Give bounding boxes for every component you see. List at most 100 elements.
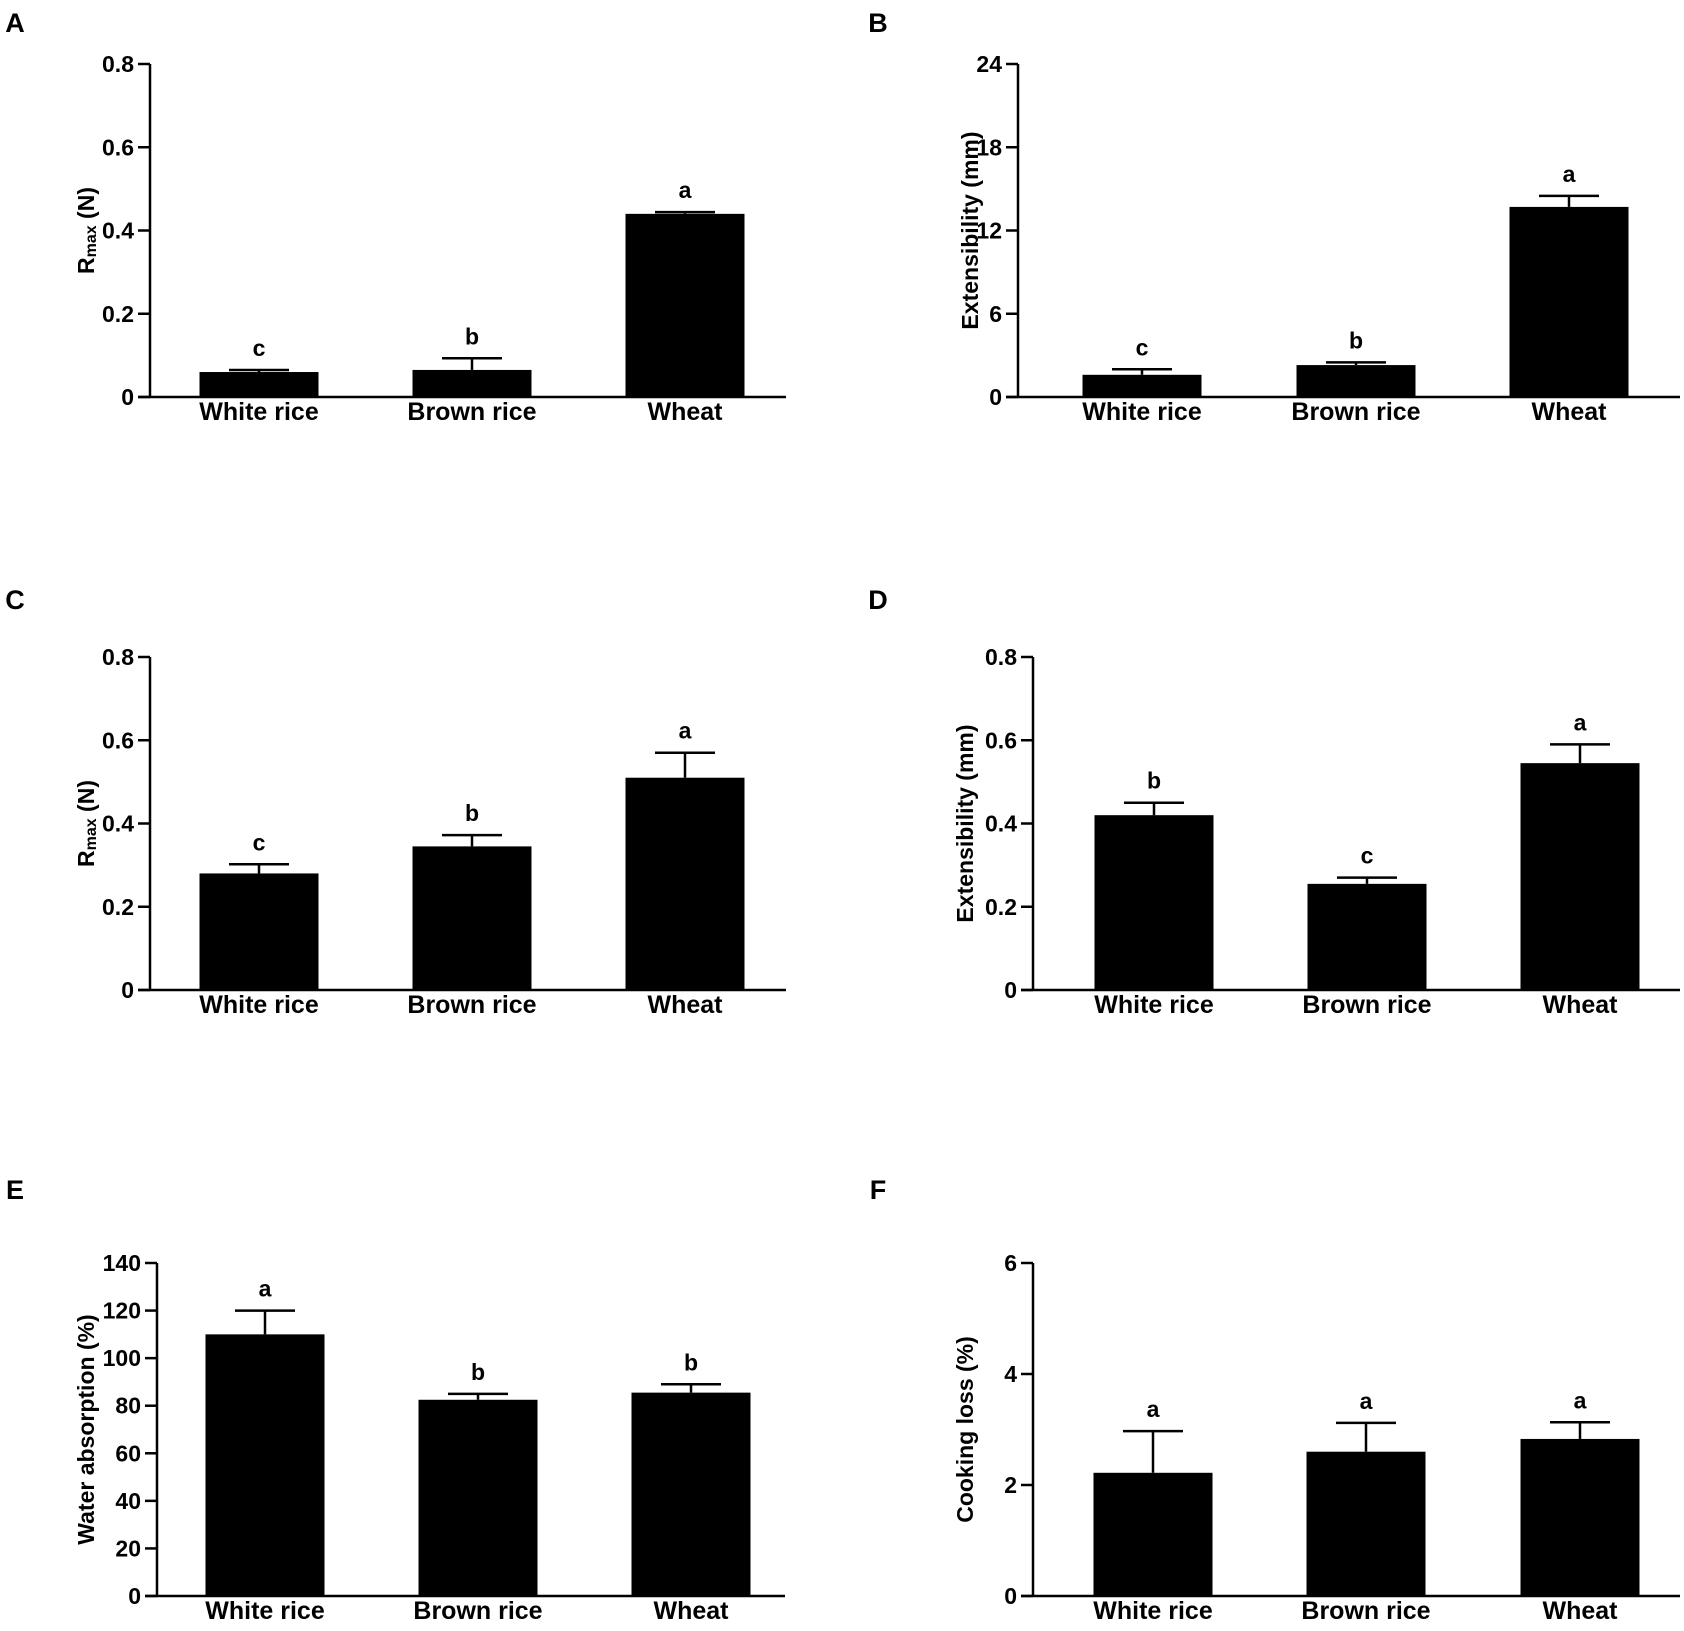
y-tick-label: 40 — [115, 1488, 141, 1514]
category-label: Wheat — [654, 1597, 730, 1625]
y-tick-label: 6 — [1004, 1250, 1017, 1276]
category-label: White rice — [199, 991, 319, 1019]
bar-wheat — [1520, 763, 1640, 990]
category-label: Brown rice — [1291, 398, 1420, 426]
significance-letter: a — [1563, 161, 1576, 187]
significance-letter: a — [1574, 1387, 1587, 1413]
bar-brown-rice — [412, 846, 532, 990]
y-axis-label: Rmax (N) — [73, 187, 100, 274]
significance-letter: c — [253, 829, 266, 855]
y-tick-label: 0.6 — [985, 727, 1017, 753]
category-label: Wheat — [1532, 398, 1608, 426]
panel-letter: E — [6, 1175, 24, 1205]
y-tick-label: 6 — [989, 301, 1002, 327]
category-label: Brown rice — [1301, 1597, 1430, 1625]
y-tick-label: 0 — [1004, 1583, 1017, 1609]
bar-wheat — [625, 777, 745, 990]
y-tick-label: 120 — [103, 1298, 141, 1324]
category-label: Wheat — [1543, 991, 1619, 1019]
significance-letter: a — [679, 718, 692, 744]
panel-f: F 0 2 4 6 Cooking loss (%) a White rice a Brown r… — [870, 1175, 1680, 1625]
y-tick-label: 0 — [1004, 977, 1017, 1003]
panel-letter: F — [870, 1175, 887, 1205]
bar-white-rice — [1094, 815, 1214, 990]
panel-d: D 0 0.2 0.4 0.6 0.8 Extensibility (mm) b White r… — [868, 585, 1680, 1019]
panel-letter: B — [868, 8, 888, 38]
y-tick-label: 0 — [128, 1583, 141, 1609]
significance-letter: c — [253, 335, 266, 361]
y-tick-label: 0.8 — [102, 644, 134, 670]
y-tick-label: 80 — [115, 1393, 141, 1419]
panel-letter: C — [5, 585, 25, 615]
y-tick-label: 20 — [115, 1535, 141, 1561]
panel-b: B 0 6 12 18 24 Extensibility (mm) c White rice b B… — [868, 8, 1680, 426]
y-tick-label: 0.4 — [102, 218, 134, 244]
category-label: Wheat — [648, 991, 724, 1019]
bar-wheat — [625, 213, 745, 397]
significance-letter: a — [679, 177, 692, 203]
y-tick-label: 0 — [121, 384, 134, 410]
y-tick-label: 18 — [976, 134, 1002, 160]
category-label: White rice — [1082, 398, 1202, 426]
panel-e: E 0 20 40 60 80 100 120 140 Water absorption (%) a… — [6, 1175, 785, 1625]
panel-letter: D — [868, 585, 888, 615]
y-axis-label: Water absorption (%) — [73, 1314, 99, 1544]
y-tick-label: 0 — [121, 977, 134, 1003]
category-label: Brown rice — [1302, 991, 1431, 1019]
y-tick-label: 0.2 — [102, 894, 134, 920]
bar-wheat — [1509, 206, 1629, 397]
y-tick-label: 140 — [103, 1250, 141, 1276]
bar-white-rice — [1093, 1472, 1213, 1596]
bar-white-rice — [205, 1334, 325, 1596]
panel-letter: A — [5, 8, 25, 38]
category-label: Wheat — [1543, 1597, 1619, 1625]
y-tick-label: 0.6 — [102, 727, 134, 753]
y-axis-label: Extensibility (mm) — [957, 131, 983, 329]
y-axis-label: Rmax (N) — [73, 780, 100, 867]
bar-brown-rice — [1296, 365, 1416, 397]
category-label: Brown rice — [407, 991, 536, 1019]
y-tick-label: 0.8 — [102, 51, 134, 77]
y-tick-label: 2 — [1004, 1472, 1017, 1498]
category-label: White rice — [1094, 991, 1214, 1019]
y-axis-label: Extensibility (mm) — [952, 724, 978, 922]
y-tick-label: 60 — [115, 1440, 141, 1466]
bar-brown-rice — [418, 1399, 538, 1596]
bar-brown-rice — [412, 369, 532, 397]
significance-letter: b — [684, 1349, 698, 1375]
panel-c: C 0 0.2 0.4 0.6 0.8 Rmax (N) c White rice b Brown … — [5, 585, 786, 1019]
y-tick-label: 24 — [976, 51, 1002, 77]
significance-letter: b — [471, 1359, 485, 1385]
category-label: Wheat — [648, 398, 724, 426]
bar-white-rice — [199, 873, 319, 990]
category-label: Brown rice — [413, 1597, 542, 1625]
y-tick-label: 0.4 — [985, 811, 1017, 837]
significance-letter: a — [259, 1276, 272, 1302]
y-tick-label: 0.8 — [985, 644, 1017, 670]
significance-letter: b — [1147, 768, 1161, 794]
significance-letter: a — [1360, 1388, 1373, 1414]
category-label: White rice — [205, 1597, 325, 1625]
y-axis-label: Cooking loss (%) — [952, 1336, 978, 1523]
significance-letter: b — [465, 323, 479, 349]
bar-brown-rice — [1307, 883, 1427, 990]
y-tick-label: 0.2 — [102, 301, 134, 327]
y-tick-label: 12 — [976, 218, 1002, 244]
bar-white-rice — [1082, 374, 1202, 397]
category-label: Brown rice — [407, 398, 536, 426]
panel-a: A 0 0.2 0.4 0.6 0.8 Rmax (N) c White rice b Brown … — [5, 8, 786, 426]
significance-letter: b — [465, 800, 479, 826]
y-tick-label: 4 — [1004, 1361, 1017, 1387]
bar-brown-rice — [1306, 1451, 1426, 1596]
y-tick-label: 0.6 — [102, 134, 134, 160]
bar-wheat — [631, 1392, 751, 1596]
y-tick-label: 0 — [989, 384, 1002, 410]
significance-letter: b — [1349, 327, 1363, 353]
bar-wheat — [1520, 1438, 1640, 1596]
y-tick-label: 100 — [103, 1345, 141, 1371]
significance-letter: a — [1147, 1396, 1160, 1422]
significance-letter: a — [1574, 709, 1587, 735]
y-tick-label: 0.4 — [102, 811, 134, 837]
category-label: White rice — [1093, 1597, 1213, 1625]
y-tick-label: 0.2 — [985, 894, 1017, 920]
